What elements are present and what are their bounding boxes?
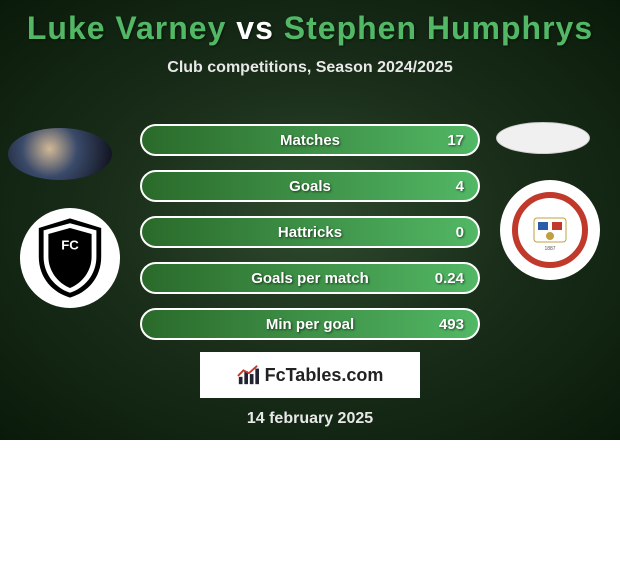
page-title: Luke Varney vs Stephen Humphrys: [0, 0, 620, 47]
club2-crest-icon: 1887: [512, 192, 588, 268]
player1-avatar: [8, 128, 112, 180]
stat-value: 17: [447, 132, 464, 149]
date-text: 14 february 2025: [0, 410, 620, 428]
shield-icon: FC: [34, 216, 106, 300]
stat-row: Matches 17: [140, 124, 480, 156]
subtitle: Club competitions, Season 2024/2025: [0, 59, 620, 77]
stat-label: Goals: [289, 178, 331, 195]
stat-row: Goals 4: [140, 170, 480, 202]
brand-logo: FcTables.com: [200, 352, 420, 398]
comparison-card: Luke Varney vs Stephen Humphrys Club com…: [0, 0, 620, 440]
brand-name: FcTables.com: [265, 365, 384, 386]
stats-list: Matches 17 Goals 4 Hattricks 0 Goals per…: [140, 124, 480, 354]
stat-row: Goals per match 0.24: [140, 262, 480, 294]
crest-inner-icon: 1887: [528, 208, 572, 252]
stat-value: 4: [456, 178, 464, 195]
player1-club-badge: FC: [20, 208, 120, 308]
stat-label: Matches: [280, 132, 340, 149]
stat-row: Hattricks 0: [140, 216, 480, 248]
stat-value: 493: [439, 316, 464, 333]
stat-value: 0: [456, 224, 464, 241]
stat-label: Goals per match: [251, 270, 369, 287]
player2-avatar: [496, 122, 590, 154]
stat-label: Hattricks: [278, 224, 342, 241]
stat-label: Min per goal: [266, 316, 354, 333]
svg-text:1887: 1887: [544, 246, 555, 252]
stat-value: 0.24: [435, 270, 464, 287]
svg-text:FC: FC: [61, 238, 79, 253]
player2-name: Stephen Humphrys: [284, 10, 593, 46]
bar-chart-icon: [237, 364, 259, 386]
player1-name: Luke Varney: [27, 10, 227, 46]
player2-club-badge: 1887: [500, 180, 600, 280]
stat-row: Min per goal 493: [140, 308, 480, 340]
vs-text: vs: [236, 10, 274, 46]
